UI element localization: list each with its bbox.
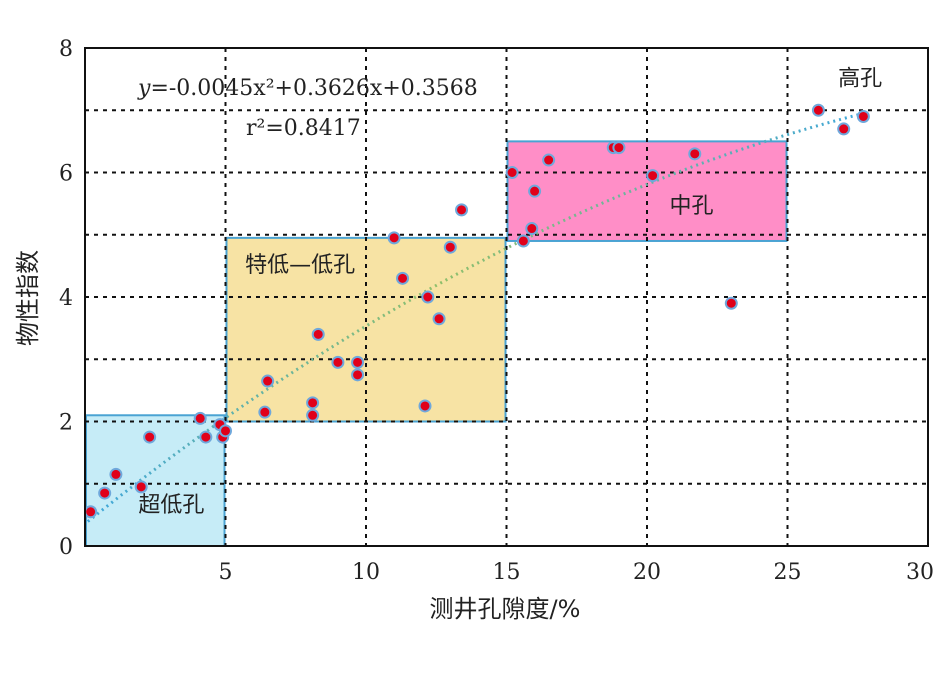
data-point xyxy=(525,222,539,236)
data-point xyxy=(443,240,457,254)
x-tick-label: 30 xyxy=(906,560,934,585)
region-label-2: 中孔 xyxy=(669,194,713,219)
data-point xyxy=(646,169,660,183)
region-label-1: 特低—低孔 xyxy=(245,253,355,278)
data-point xyxy=(134,480,148,494)
data-point xyxy=(84,505,98,519)
data-point xyxy=(306,408,320,422)
data-point xyxy=(688,147,702,161)
plot-frame xyxy=(84,47,929,547)
data-points xyxy=(84,103,870,519)
x-tick-label: 20 xyxy=(633,560,661,585)
data-point xyxy=(109,467,123,481)
data-point xyxy=(612,141,626,155)
region-label-3: 高孔 xyxy=(838,66,882,91)
data-point xyxy=(455,203,469,217)
data-point xyxy=(811,103,825,117)
x-tick-label: 5 xyxy=(219,560,233,585)
y-tick-labels: 0 2 4 6 8 xyxy=(59,37,73,560)
data-point xyxy=(258,405,272,419)
data-point xyxy=(542,153,556,167)
data-point xyxy=(331,355,345,369)
region-labels: 超低孔 特低—低孔 中孔 高孔 xyxy=(138,66,882,517)
data-point xyxy=(387,231,401,245)
data-point xyxy=(516,234,530,248)
x-tick-label: 10 xyxy=(352,560,380,585)
y-tick-label: 4 xyxy=(59,286,73,311)
grid-lines xyxy=(85,48,928,546)
data-point xyxy=(193,411,207,425)
r-squared: r²=0.8417 xyxy=(246,116,361,141)
data-point xyxy=(311,327,325,341)
data-point xyxy=(261,374,275,388)
data-point xyxy=(418,399,432,413)
y-axis-label: 物性指数 xyxy=(14,250,42,346)
data-point xyxy=(396,271,410,285)
data-point xyxy=(306,396,320,410)
data-point xyxy=(856,109,870,123)
x-tick-label: 15 xyxy=(493,560,521,585)
data-point xyxy=(432,312,446,326)
data-point xyxy=(143,430,157,444)
y-tick-label: 0 xyxy=(59,535,73,560)
data-point xyxy=(98,486,112,500)
data-point xyxy=(528,184,542,198)
x-tick-labels: 5 10 15 20 25 30 xyxy=(219,560,935,585)
y-tick-label: 6 xyxy=(59,162,73,187)
y-tick-label: 2 xyxy=(59,411,73,436)
x-tick-label: 25 xyxy=(774,560,802,585)
data-point xyxy=(505,166,519,179)
x-axis-label: 测井孔隙度/% xyxy=(430,595,581,623)
data-point xyxy=(219,424,232,438)
y-tick-label: 8 xyxy=(59,37,73,62)
data-point xyxy=(837,122,851,136)
data-point xyxy=(724,296,738,310)
data-point xyxy=(199,430,213,444)
data-point xyxy=(421,290,435,304)
data-point xyxy=(351,368,365,382)
fit-equation: y=-0.0045x²+0.3626x+0.3568 xyxy=(137,76,478,101)
data-point xyxy=(351,355,365,369)
region-label-0: 超低孔 xyxy=(138,493,204,518)
